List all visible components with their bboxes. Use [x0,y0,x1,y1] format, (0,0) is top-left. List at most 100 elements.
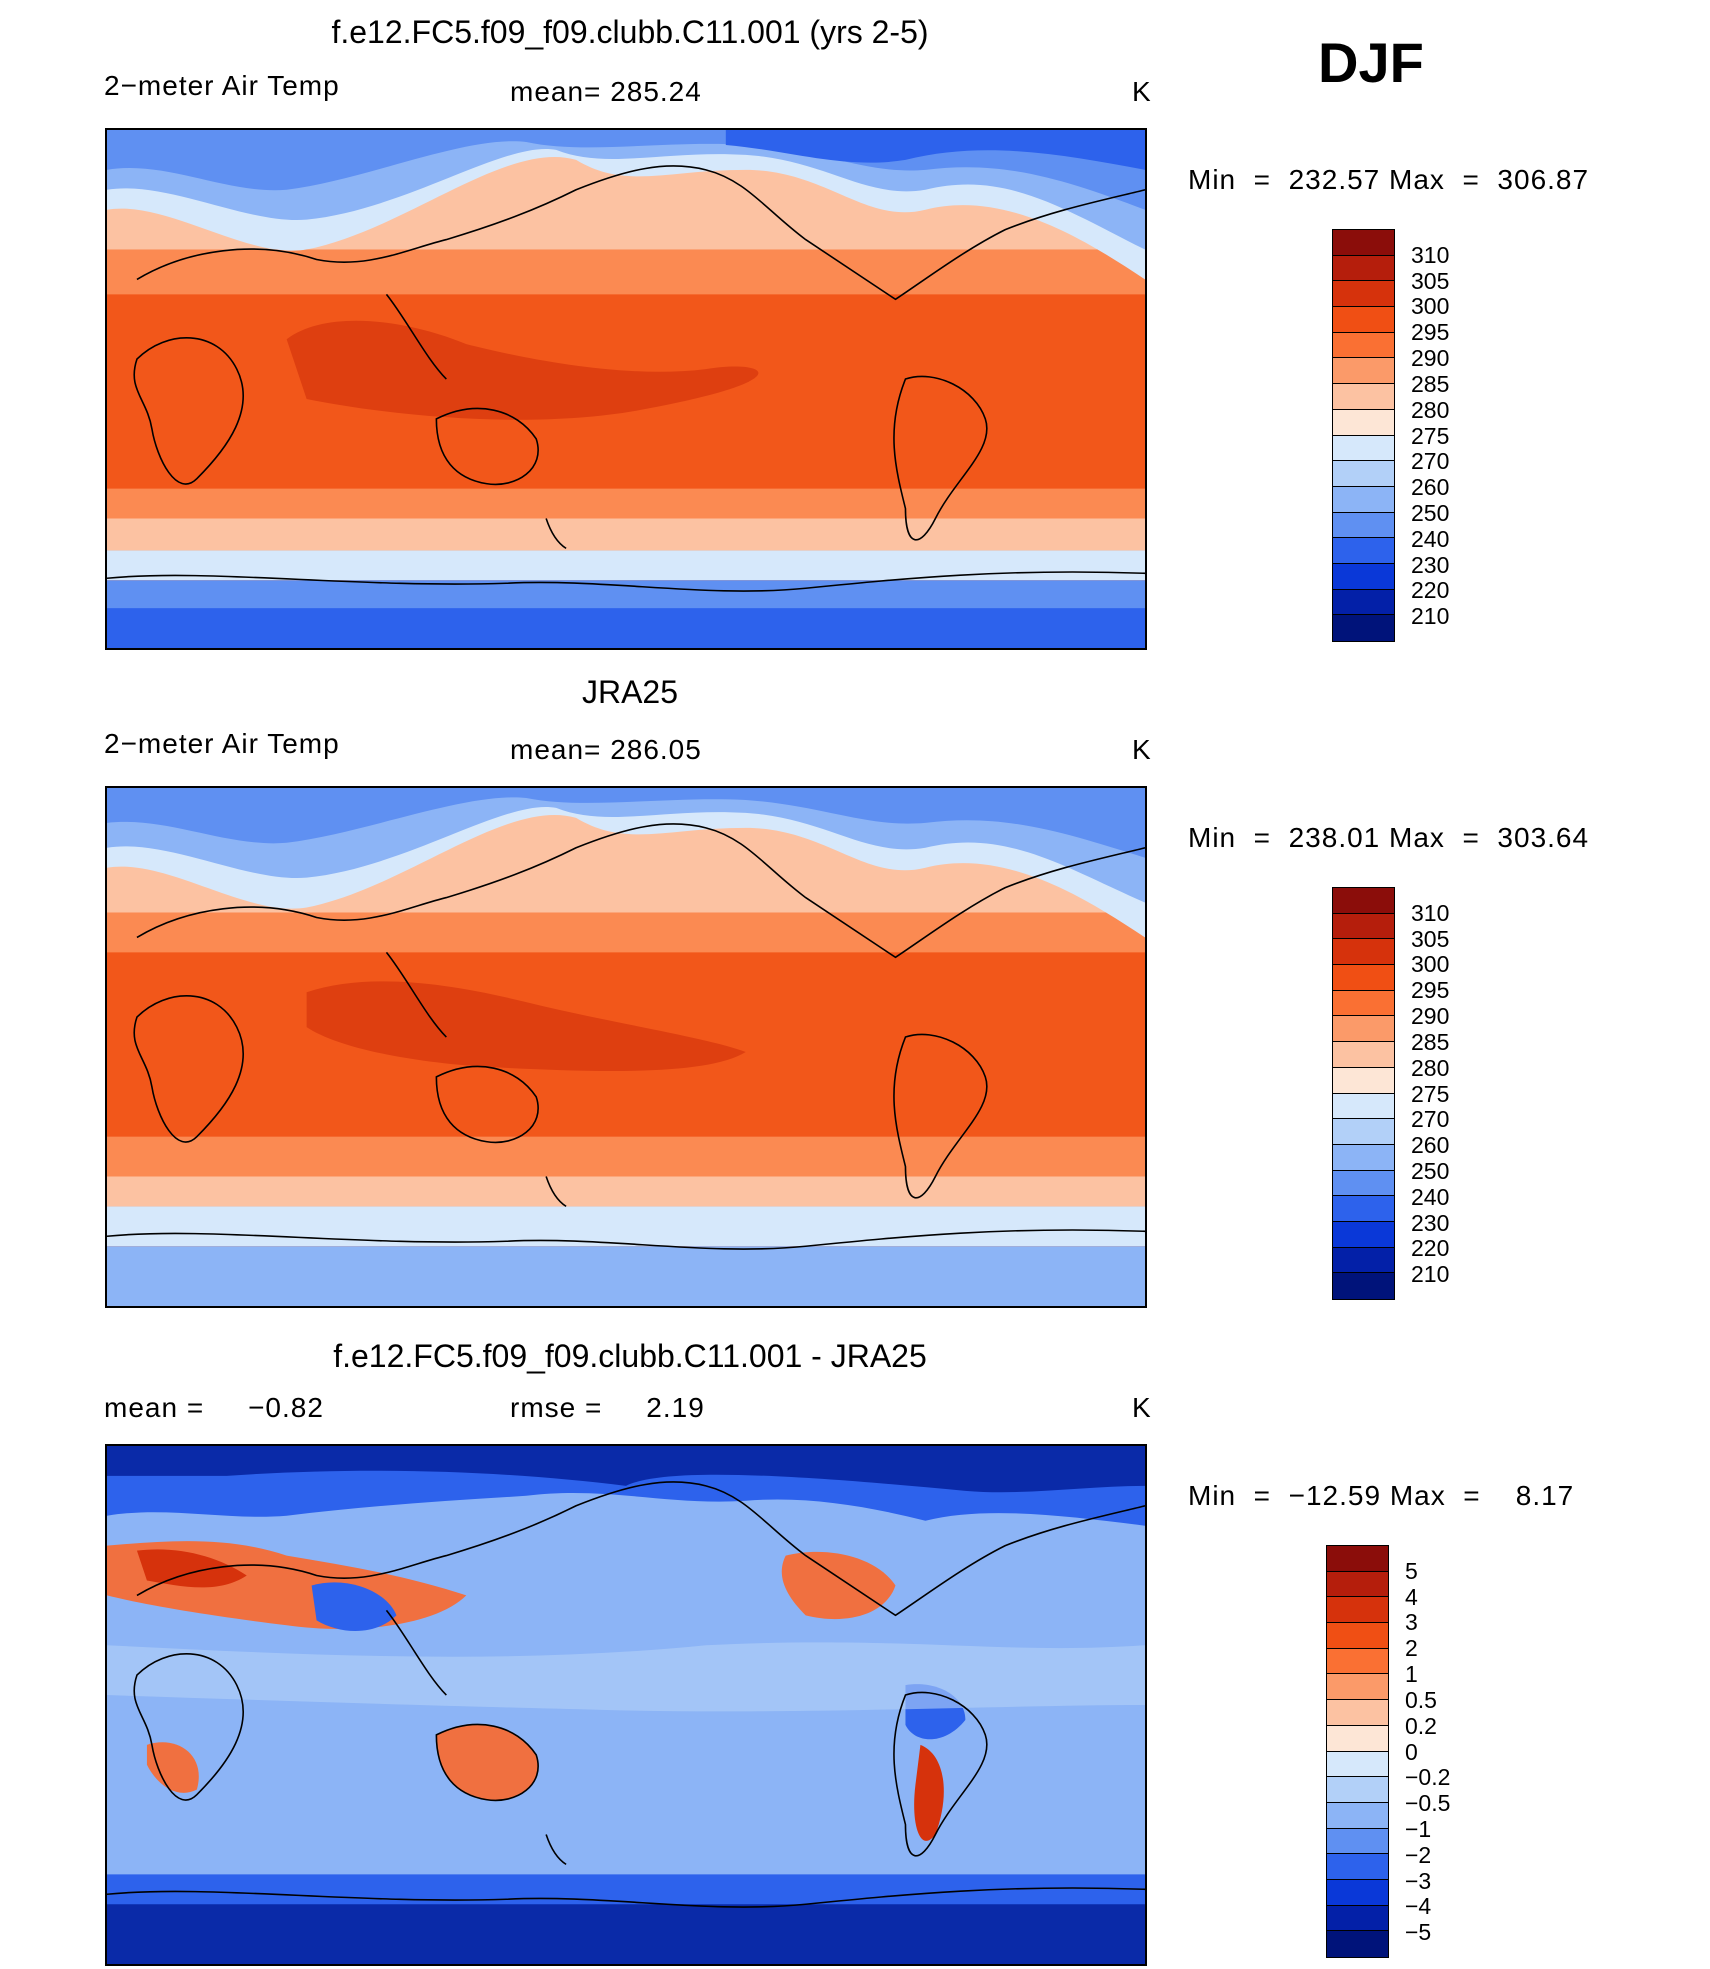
panel1-mean: mean= 285.24 [510,76,702,108]
colorbar-swatch [1327,1905,1388,1932]
colorbar-swatch [1333,1067,1394,1094]
panel3-mean-label: mean = [104,1392,205,1423]
panel2-colorbar [1332,887,1395,1300]
colorbar-swatch [1327,1751,1388,1778]
colorbar-tick-label: 0.5 [1405,1686,1437,1713]
colorbar-tick-label: 310 [1411,899,1450,926]
colorbar-tick-label: 250 [1411,1157,1450,1184]
panel1-min-value: 232.57 [1288,164,1381,195]
colorbar-tick-label: 5 [1405,1557,1418,1584]
colorbar-swatch [1333,1144,1394,1171]
diff-namerica-warm [781,1551,896,1620]
panel3-rmse: rmse = 2.19 [510,1392,705,1424]
diff-europe-hot [136,1549,247,1588]
colorbar-swatch [1333,332,1394,359]
colorbar-swatch [1333,1273,1394,1299]
colorbar-tick-label: 230 [1411,1209,1450,1236]
colorbar-swatch [1327,1854,1388,1880]
north-polar [107,788,1145,858]
panel3-max-value: 8.17 [1515,1480,1575,1511]
panel3-rmse-label: rmse = [510,1392,603,1423]
panel3-minmax: Min = −12.59 Max = 8.17 [1188,1480,1575,1511]
colorbar-swatch [1333,1221,1394,1248]
colorbar-swatch [1333,307,1394,333]
colorbar-tick-label: −5 [1405,1919,1432,1946]
diff-australia-warm [436,1724,539,1801]
panel2-max-value: 303.64 [1497,822,1590,853]
colorbar-tick-label: 300 [1411,951,1450,978]
tropics-deep [286,320,759,420]
colorbar-swatch [1333,512,1394,539]
panel1-variable: 2−meter Air Temp [104,70,340,101]
panel3-map-svg [107,1446,1145,1964]
colorbar-tick-label: 305 [1411,267,1450,294]
panel2-mean-value: 286.05 [610,734,702,765]
colorbar-tick-label: 295 [1411,319,1450,346]
diff-samerica-warm [914,1744,944,1841]
band-s-cool [107,550,1145,581]
colorbar-swatch [1333,486,1394,513]
colorbar-swatch [1333,358,1394,385]
colorbar-swatch [1333,409,1394,436]
colorbar-tick-label: 210 [1411,1261,1450,1288]
colorbar-tick-label: 290 [1411,345,1450,372]
colorbar-tick-label: 280 [1411,1054,1450,1081]
season-label: DJF [1318,31,1424,94]
colorbar-swatch [1333,538,1394,564]
colorbar-swatch [1327,1828,1388,1855]
colorbar-swatch [1327,1802,1388,1829]
band-s-subtrop [107,1136,1145,1177]
colorbar-tick-label: 270 [1411,448,1450,475]
panel2-units: K [1132,734,1152,765]
panel3-min-label: Min [1188,1480,1237,1511]
coastlines [107,165,1145,592]
colorbar-tick-label: 240 [1411,525,1450,552]
colorbar-swatch [1333,615,1394,641]
panel2-min-label: Min [1188,822,1237,853]
panel3-min-value: −12.59 [1288,1480,1382,1511]
panel2-map-svg [107,788,1145,1306]
colorbar-tick-label: 0.2 [1405,1712,1437,1739]
colorbar-tick-label: 260 [1411,1132,1450,1159]
band-antarctic [107,1246,1145,1306]
colorbar-swatch [1327,1546,1388,1572]
colorbar-tick-label: 240 [1411,1183,1450,1210]
colorbar-tick-label: 285 [1411,1028,1450,1055]
colorbar-swatch [1327,1931,1388,1957]
colorbar-tick-label: 270 [1411,1106,1450,1133]
panel2-max-label: Max [1389,822,1445,853]
colorbar-tick-label: 290 [1411,1003,1450,1030]
colorbar-tick-label: −4 [1405,1893,1432,1920]
colorbar-tick-label: 1 [1405,1661,1418,1688]
colorbar-swatch [1333,384,1394,410]
colorbar-swatch [1333,990,1394,1017]
colorbar-tick-label: 220 [1411,577,1450,604]
band-antarctic-deep [107,608,1145,648]
diff-tropics-light [107,1642,1145,1712]
colorbar-tick-label: 300 [1411,293,1450,320]
panel3-max-label: Max [1389,1480,1446,1511]
diff-safrica-warm [146,1742,199,1793]
panel2-minmax: Min = 238.01 Max = 303.64 [1188,822,1590,853]
panel1-colorbar [1332,229,1395,642]
band-s-subtrop [107,488,1145,519]
colorbar-swatch [1333,461,1394,487]
colorbar-swatch [1327,1674,1388,1701]
panel3-map [105,1444,1147,1966]
panel3-mean-value: −0.82 [248,1392,324,1423]
band-s-mid [107,518,1145,551]
colorbar-swatch [1333,1093,1394,1120]
panel1-min-label: Min [1188,164,1237,195]
colorbar-swatch [1327,1725,1388,1752]
colorbar-swatch [1333,281,1394,308]
colorbar-swatch [1327,1777,1388,1803]
colorbar-tick-label: −1 [1405,1815,1432,1842]
colorbar-tick-label: 230 [1411,551,1450,578]
colorbar-tick-label: −0.5 [1405,1790,1451,1817]
colorbar-tick-label: 0 [1405,1738,1418,1765]
colorbar-tick-label: 3 [1405,1609,1418,1636]
colorbar-tick-label: 4 [1405,1583,1418,1610]
diff-tibet-cold [311,1582,397,1631]
colorbar-swatch [1333,913,1394,940]
panel2-mean: mean= 286.05 [510,734,702,766]
